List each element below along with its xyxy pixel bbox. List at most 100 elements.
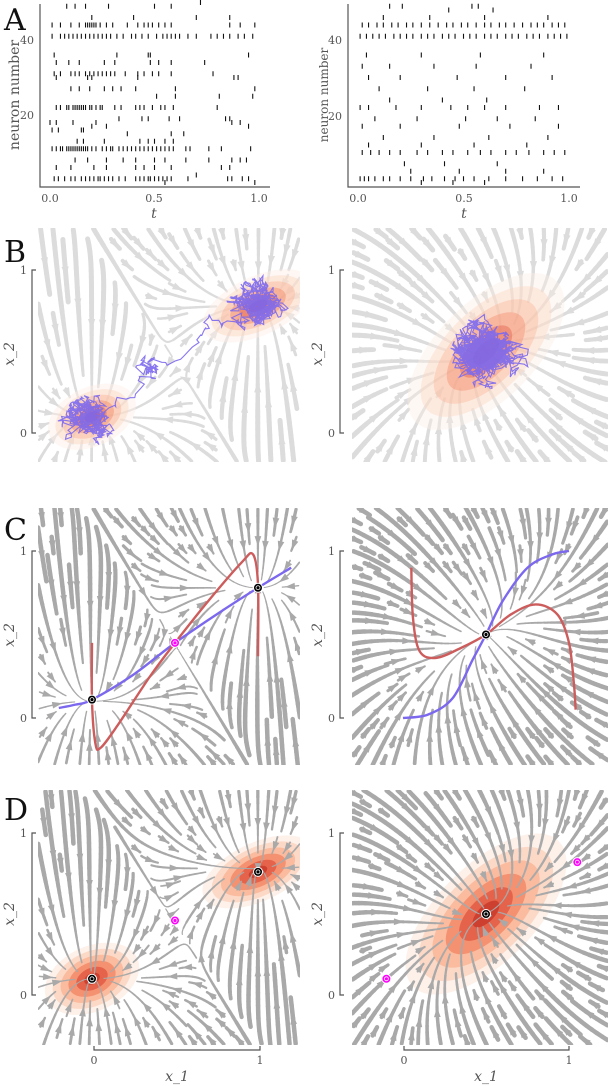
streamline-segment [441,397,446,407]
stream-arrow-icon [597,720,608,729]
streamline-segment [286,362,292,373]
streamline-segment [116,661,121,670]
stream-arrow-icon [571,756,582,765]
streamline-segment [132,661,138,670]
stream-arrow-icon [45,680,56,690]
stream-arrow-icon [591,601,603,609]
streamline-segment [178,650,184,658]
stream-arrow-icon [364,617,376,624]
stream-arrow-icon [584,558,595,569]
streamline-segment [233,552,238,561]
stream-arrow-icon [254,261,262,273]
stream-arrow-icon [551,431,562,442]
stream-arrow-icon [206,543,214,555]
streamline-segment [582,330,591,335]
stream-arrow-icon [382,612,394,620]
stream-arrow-icon [145,292,157,300]
stream-arrow-icon [233,591,244,601]
streamline-segment [177,565,186,571]
streamline-segment [53,605,59,616]
stream-arrow-icon [160,737,170,748]
streamline-segment [292,317,300,324]
stream-arrow-icon [216,280,227,292]
streamline-segment [132,718,137,723]
stream-arrow-icon [507,534,515,546]
streamline-segment [419,658,429,663]
stream-arrow-icon [125,730,134,742]
streamline-segment [128,407,137,412]
streamline-segment [103,667,107,676]
streamline-segment [172,561,181,568]
stream-arrow-icon [288,610,297,621]
streamline-segment [137,697,146,701]
stream-arrow-icon [421,291,433,302]
stream-arrow-icon [38,550,45,561]
stream-arrow-icon [364,310,377,318]
streamline-segment [166,651,173,659]
stream-arrow-icon [396,516,407,526]
stream-arrow-icon [561,746,572,756]
fixed-point-ring [255,585,261,591]
streamline-segment [271,565,275,574]
streamline-segment [475,631,480,635]
streamline-segment [287,262,293,272]
stream-arrow-icon [490,663,499,675]
stream-arrow-icon [352,535,362,543]
streamline-segment [489,637,492,640]
stream-arrow-icon [375,441,385,453]
stream-arrow-icon [162,416,174,424]
x-axis-label: t [461,206,467,222]
streamline-segment [226,562,232,570]
phase-plot-d-left [38,790,300,1045]
stream-arrow-icon [163,595,175,603]
stream-arrow-icon [547,349,559,357]
streamline-segment [425,371,435,377]
streamline-segment [38,671,44,679]
stream-arrow-icon [130,516,140,527]
streamline-segment [171,711,181,716]
streamline-segment [528,612,537,617]
stream-arrow-icon [280,277,290,289]
streamline-segment [262,561,265,570]
streamline-segment [222,628,226,634]
stream-arrow-icon [86,740,93,751]
stream-arrow-icon [570,628,581,636]
stream-arrow-icon [292,736,300,747]
streamline-segment [189,685,198,690]
streamline-segment [95,716,98,726]
stream-arrow-icon [387,701,397,711]
stream-arrow-icon [88,434,96,446]
stream-arrow-icon [110,735,118,747]
streamline-segment [394,398,400,403]
stream-arrow-icon [360,572,372,579]
stream-arrow-icon [78,731,86,743]
stream-arrow-icon [244,522,252,534]
streamline-segment [119,418,127,422]
streamline-segment [57,376,63,386]
panel-letter-c: C [4,513,27,548]
stream-arrow-icon [572,415,584,425]
streamline-segment [449,656,456,663]
stream-arrow-icon [61,266,69,278]
streamline-segment [452,283,459,290]
stream-arrow-icon [193,228,201,239]
stream-arrow-icon [484,443,493,455]
streamline-segment [55,336,61,347]
streamline-segment [531,633,541,637]
stream-arrow-icon [429,557,439,568]
stream-arrow-icon [352,746,360,757]
stream-arrow-icon [144,574,156,581]
streamline-segment [77,695,84,700]
stream-arrow-icon [141,655,150,666]
stream-arrow-icon [525,638,536,646]
stream-arrow-icon [387,529,398,539]
stream-arrow-icon [140,525,150,536]
stream-arrow-icon [563,306,575,315]
stream-arrow-icon [231,369,239,382]
stream-arrow-icon [363,380,376,388]
stream-arrow-icon [415,665,426,674]
stream-arrow-icon [584,668,596,675]
stream-arrow-icon [170,509,178,521]
streamline-segment [228,681,234,691]
stream-arrow-icon [237,260,245,272]
